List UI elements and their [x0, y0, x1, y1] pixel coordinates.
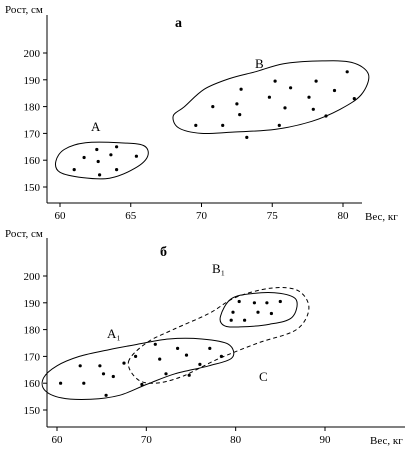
x-tick-label: 90 [320, 434, 332, 446]
data-point [237, 299, 241, 304]
data-point [307, 95, 311, 99]
x-tick-label: 65 [125, 210, 137, 222]
data-point [289, 86, 293, 90]
x-tick-label: 60 [55, 210, 67, 222]
y-tick-label: 190 [24, 298, 41, 310]
data-point [269, 311, 273, 316]
data-point [194, 123, 198, 127]
x-tick-label: 70 [196, 210, 208, 222]
y-tick-label: 200 [24, 48, 41, 60]
panel-title: а [175, 16, 182, 31]
cluster-outline [172, 60, 370, 135]
scatter-panel-b: 60 70 80 90 150 160 170 180 190 200 Рост, см Вес, к… [5, 228, 405, 447]
data-point [109, 153, 113, 157]
data-point [153, 342, 157, 346]
data-point [231, 310, 235, 314]
data-point [140, 382, 144, 387]
data-point [314, 79, 318, 83]
data-point [158, 357, 162, 361]
scatter-panel-a: 60 65 70 75 80 150 160 170 180 190 200 Рост, см Вес,… [5, 4, 398, 223]
y-tick-label: 190 [24, 75, 41, 87]
data-point [72, 168, 76, 172]
data-point [239, 87, 243, 91]
data-point [98, 173, 102, 177]
data-point [208, 346, 212, 350]
y-tick-label: 170 [24, 128, 41, 140]
data-point [311, 107, 315, 111]
data-point [115, 168, 119, 172]
x-tick-label: 60 [52, 434, 64, 446]
data-point [324, 114, 328, 118]
data-point [252, 301, 256, 305]
x-axis-label: Вес, кг [365, 211, 398, 223]
data-point [78, 364, 82, 368]
data-point [96, 159, 100, 164]
data-point [221, 123, 225, 127]
data-point [235, 102, 239, 106]
data-point [122, 361, 126, 365]
panel-title: б [160, 245, 167, 260]
data-point [134, 154, 138, 158]
x-tick-label: 80 [230, 434, 242, 446]
cluster-outline [219, 292, 298, 328]
data-point [229, 318, 233, 322]
data-point [211, 105, 215, 109]
data-point [283, 106, 287, 110]
y-tick-label: 180 [24, 325, 41, 337]
cluster-label: B₁ [212, 261, 225, 276]
x-tick-label: 70 [141, 434, 153, 446]
data-point [101, 372, 106, 376]
y-tick-label: 200 [24, 271, 41, 283]
cluster-label: C [259, 369, 268, 384]
y-tick-label: 180 [24, 102, 41, 114]
data-point [352, 97, 356, 101]
data-point [265, 301, 269, 305]
data-point [82, 155, 86, 160]
cluster-outline [127, 287, 310, 384]
cluster-outline [54, 141, 149, 180]
cluster-label: A [91, 119, 101, 134]
data-point [256, 310, 260, 314]
data-point [184, 353, 189, 357]
data-point [115, 145, 119, 149]
data-point [111, 374, 115, 379]
data-point [345, 70, 349, 74]
data-point [273, 79, 277, 83]
data-point [104, 393, 108, 397]
data-point [95, 147, 99, 152]
y-tick-label: 170 [24, 351, 41, 363]
cluster-outline [41, 337, 235, 400]
y-tick-label: 150 [24, 405, 41, 417]
cluster-label: A₁ [107, 326, 121, 341]
y-axis-label: Рост, см [5, 228, 43, 240]
data-point [134, 354, 138, 358]
data-point [238, 113, 242, 117]
y-tick-label: 160 [24, 378, 41, 390]
data-point [198, 362, 202, 366]
data-point [277, 123, 281, 127]
x-tick-label: 80 [338, 210, 350, 222]
y-tick-label: 150 [24, 182, 41, 194]
x-tick-label: 75 [267, 210, 279, 222]
data-point [164, 372, 168, 376]
data-point [82, 381, 86, 385]
data-point [332, 88, 337, 93]
data-point [267, 95, 271, 99]
y-axis-label: Рост, см [5, 4, 43, 16]
data-point [187, 373, 191, 377]
x-axis-label: Вес, кг [370, 435, 403, 447]
data-point [243, 318, 247, 322]
cluster-label: B [255, 56, 264, 71]
data-point [98, 364, 102, 368]
data-point [245, 135, 249, 139]
data-point [176, 346, 180, 350]
data-point [59, 381, 63, 385]
data-point [278, 299, 282, 304]
y-tick-label: 160 [24, 155, 41, 167]
